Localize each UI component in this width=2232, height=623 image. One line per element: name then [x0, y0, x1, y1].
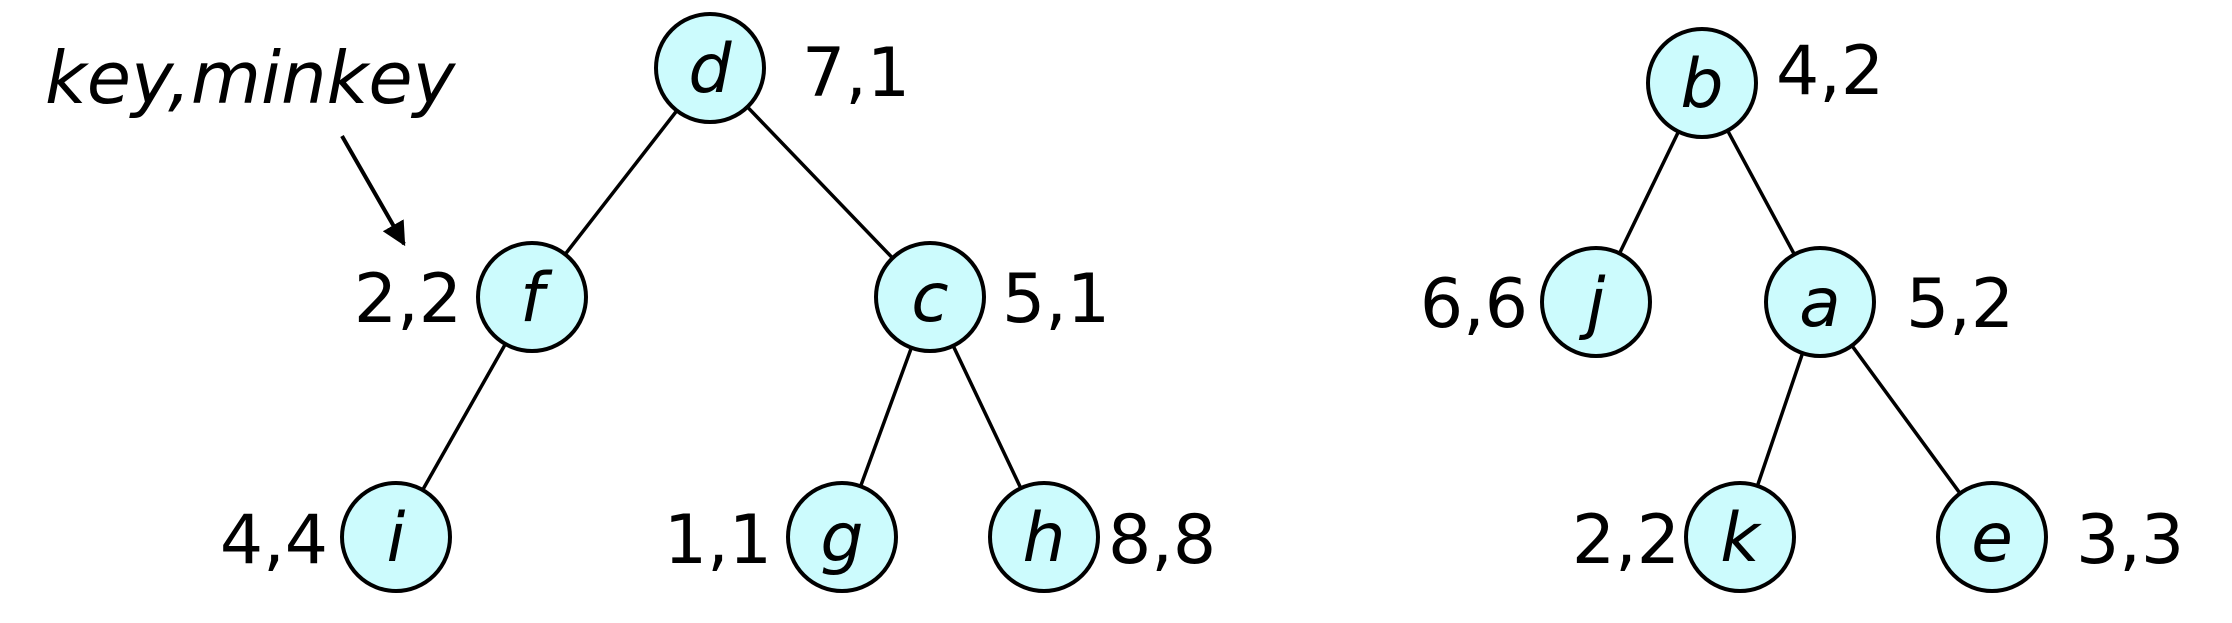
- node-label-d: d: [688, 30, 732, 109]
- tree-node-f: f2,2: [354, 241, 588, 353]
- node-label-g: g: [820, 499, 863, 578]
- edge-b-j: [1617, 130, 1681, 255]
- edge-c-h: [951, 345, 1023, 489]
- edge-d-c: [746, 105, 894, 260]
- edge-a-k: [1755, 352, 1805, 487]
- tree-node-g: g 1,1: [664, 481, 898, 593]
- edge-c-g: [858, 347, 914, 487]
- node-values-e: 3,3: [2076, 501, 2184, 580]
- node-circle-k: [1684, 481, 1796, 593]
- node-circle-f: [476, 241, 588, 353]
- node-values-i: 4,4: [220, 501, 328, 580]
- node-values-k: 2,2: [1572, 501, 1680, 580]
- tree-node-c: c 5,1: [874, 241, 1110, 353]
- node-values-b: 4,2: [1776, 32, 1884, 111]
- node-circle-a: [1764, 246, 1876, 358]
- node-circle-g: [786, 481, 898, 593]
- tree-node-b: b 4,2: [1646, 27, 1884, 139]
- legend-label: key,minkey: [45, 36, 457, 120]
- node-circle-i: [340, 481, 452, 593]
- tree-node-e: e 3,3: [1936, 481, 2184, 593]
- tree-node-k: k 2,2: [1572, 481, 1796, 593]
- node-circle-j: [1540, 246, 1652, 358]
- node-circle-d: [654, 12, 766, 124]
- node-values-f: 2,2: [354, 260, 462, 339]
- node-circle-c: [874, 241, 986, 353]
- node-values-a: 5,2: [1906, 265, 2014, 344]
- edges-layer: [421, 105, 1962, 495]
- node-values-d: 7,1: [802, 34, 910, 113]
- tree-node-h: h 8,8: [988, 481, 1216, 593]
- node-label-k: k: [1720, 499, 1762, 578]
- node-label-a: a: [1799, 264, 1841, 343]
- edge-b-a: [1726, 129, 1796, 256]
- node-label-c: c: [911, 259, 948, 338]
- edge-a-e: [1850, 344, 1962, 495]
- tree-node-i: i 4,4: [220, 481, 452, 593]
- node-circle-b: [1646, 27, 1758, 139]
- tree-node-a: a 5,2: [1764, 246, 2014, 358]
- node-values-j: 6,6: [1420, 265, 1528, 344]
- node-label-b: b: [1680, 45, 1723, 124]
- node-label-h: h: [1022, 499, 1065, 578]
- edge-f-i: [421, 343, 507, 491]
- node-label-e: e: [1971, 499, 2013, 578]
- node-label-i: i: [387, 499, 406, 578]
- node-values-c: 5,1: [1002, 260, 1110, 339]
- node-values-g: 1,1: [664, 501, 772, 580]
- node-circle-h: [988, 481, 1100, 593]
- node-circle-e: [1936, 481, 2048, 593]
- edge-d-f: [563, 109, 679, 256]
- node-values-h: 8,8: [1108, 501, 1216, 580]
- tree-node-j: j6,6: [1420, 246, 1652, 358]
- tree-node-d: d 7,1: [654, 12, 910, 124]
- nodes-layer: d 7,1 f2,2 c 5,1 i 4,4 g 1,1 h 8,8 b 4,2 j6,6 a 5,2 k 2,2…: [220, 12, 2184, 593]
- legend-arrow: [340, 135, 406, 247]
